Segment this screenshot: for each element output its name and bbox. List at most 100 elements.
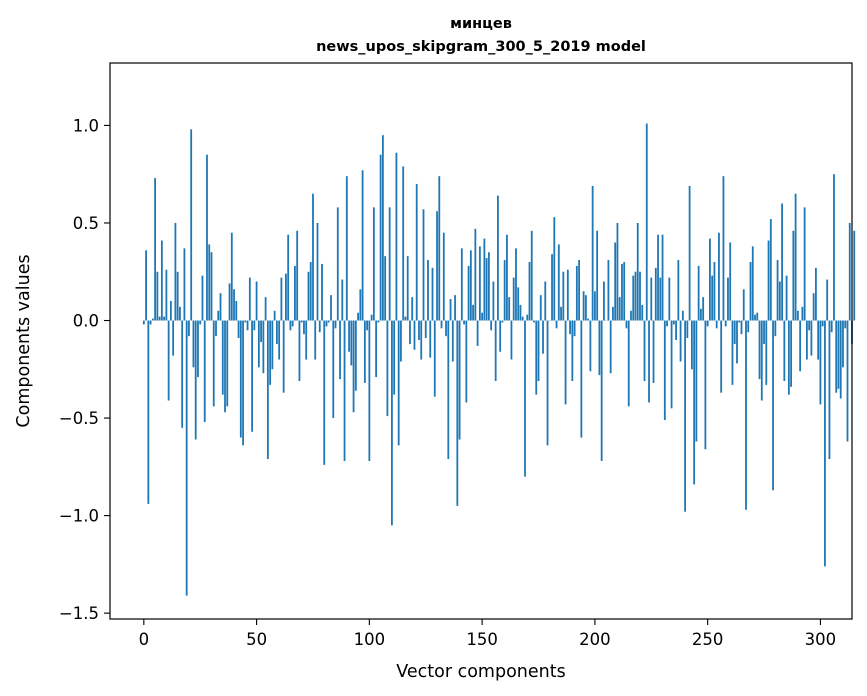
- bar-265: [740, 320, 743, 335]
- bar-50: [255, 281, 258, 321]
- bar-20: [188, 320, 190, 337]
- y-tick-label: −0.5: [59, 409, 99, 428]
- bar-254: [715, 320, 718, 329]
- bar-71: [303, 320, 305, 335]
- bar-34: [219, 293, 222, 321]
- bar-60: [278, 320, 281, 360]
- bar-199: [591, 185, 594, 321]
- bar-188: [566, 269, 569, 321]
- bar-303: [826, 279, 829, 321]
- bar-181: [551, 254, 553, 321]
- bar-70: [300, 320, 303, 323]
- bar-247: [699, 308, 702, 321]
- bar-232: [666, 320, 668, 327]
- x-tick-label: 100: [354, 630, 386, 649]
- bar-177: [542, 320, 544, 354]
- bar-175: [537, 320, 540, 381]
- bar-300: [819, 320, 822, 405]
- x-axis-label: Vector components: [396, 662, 565, 682]
- bar-307: [835, 320, 838, 393]
- bar-187: [564, 320, 567, 405]
- bar-271: [754, 314, 756, 321]
- y-tick-label: −1.5: [59, 604, 99, 623]
- bar-41: [235, 301, 238, 321]
- bar-14: [174, 222, 177, 321]
- bar-154: [490, 320, 493, 331]
- bar-166: [517, 287, 520, 321]
- bar-217: [632, 275, 635, 321]
- bar-276: [765, 320, 768, 385]
- x-tick-label: 300: [805, 630, 837, 649]
- bar-248: [702, 297, 705, 321]
- bar-36: [224, 320, 226, 413]
- bar-220: [639, 271, 641, 321]
- bar-309: [839, 320, 842, 399]
- bar-65: [289, 320, 292, 331]
- bar-184: [557, 244, 560, 321]
- bar-18: [183, 248, 186, 321]
- y-tick-label: −1.0: [59, 507, 99, 526]
- bar-242: [688, 185, 691, 321]
- bar-69: [298, 320, 301, 381]
- bar-104: [377, 320, 380, 323]
- bar-102: [372, 207, 375, 321]
- bar-12: [169, 301, 172, 321]
- bar-26: [201, 275, 204, 321]
- bar-263: [736, 320, 738, 364]
- bar-251: [709, 238, 711, 321]
- bar-27: [203, 320, 206, 422]
- bar-223: [645, 123, 648, 321]
- bar-147: [474, 228, 477, 321]
- bar-208: [612, 306, 614, 321]
- bar-259: [727, 277, 729, 321]
- bar-16: [179, 306, 181, 321]
- bar-63: [285, 273, 287, 321]
- bar-140: [458, 320, 461, 440]
- bar-122: [418, 320, 420, 341]
- bar-203: [600, 320, 603, 461]
- bar-193: [578, 260, 580, 321]
- bar-150: [481, 312, 484, 321]
- bar-111: [393, 320, 396, 395]
- bar-262: [733, 320, 736, 344]
- bar-294: [805, 320, 808, 360]
- bar-227: [654, 267, 657, 321]
- bar-264: [738, 320, 741, 323]
- bar-160: [503, 260, 506, 321]
- bar-296: [810, 320, 813, 356]
- bar-226: [652, 320, 655, 383]
- bar-123: [420, 320, 423, 360]
- bar-149: [478, 246, 481, 321]
- bar-268: [747, 320, 750, 333]
- bar-82: [327, 320, 330, 323]
- bar-287: [790, 320, 792, 387]
- plot-frame: [109, 62, 853, 620]
- bar-95: [357, 312, 359, 321]
- x-tick-label: 50: [246, 630, 267, 649]
- bar-52: [260, 320, 262, 342]
- bar-48: [251, 320, 253, 432]
- bar-222: [643, 320, 646, 381]
- bar-260: [729, 242, 732, 321]
- bar-245: [695, 320, 698, 442]
- bar-239: [681, 310, 684, 321]
- bar-112: [395, 152, 398, 321]
- bar-109: [388, 207, 391, 321]
- bar-179: [546, 320, 549, 446]
- bar-178: [544, 281, 547, 321]
- bar-108: [386, 320, 389, 417]
- bar-116: [404, 316, 407, 321]
- bar-277: [767, 240, 770, 321]
- bar-191: [573, 320, 576, 337]
- bar-280: [774, 320, 777, 337]
- bar-214: [625, 320, 628, 329]
- bar-285: [785, 275, 788, 321]
- bar-206: [607, 260, 610, 321]
- bar-37: [226, 320, 229, 407]
- x-tick-label: 0: [139, 630, 150, 649]
- bar-83: [330, 295, 332, 321]
- bar-72: [305, 320, 308, 360]
- bar-78: [318, 320, 321, 333]
- bar-99: [366, 320, 368, 331]
- bar-128: [431, 267, 434, 321]
